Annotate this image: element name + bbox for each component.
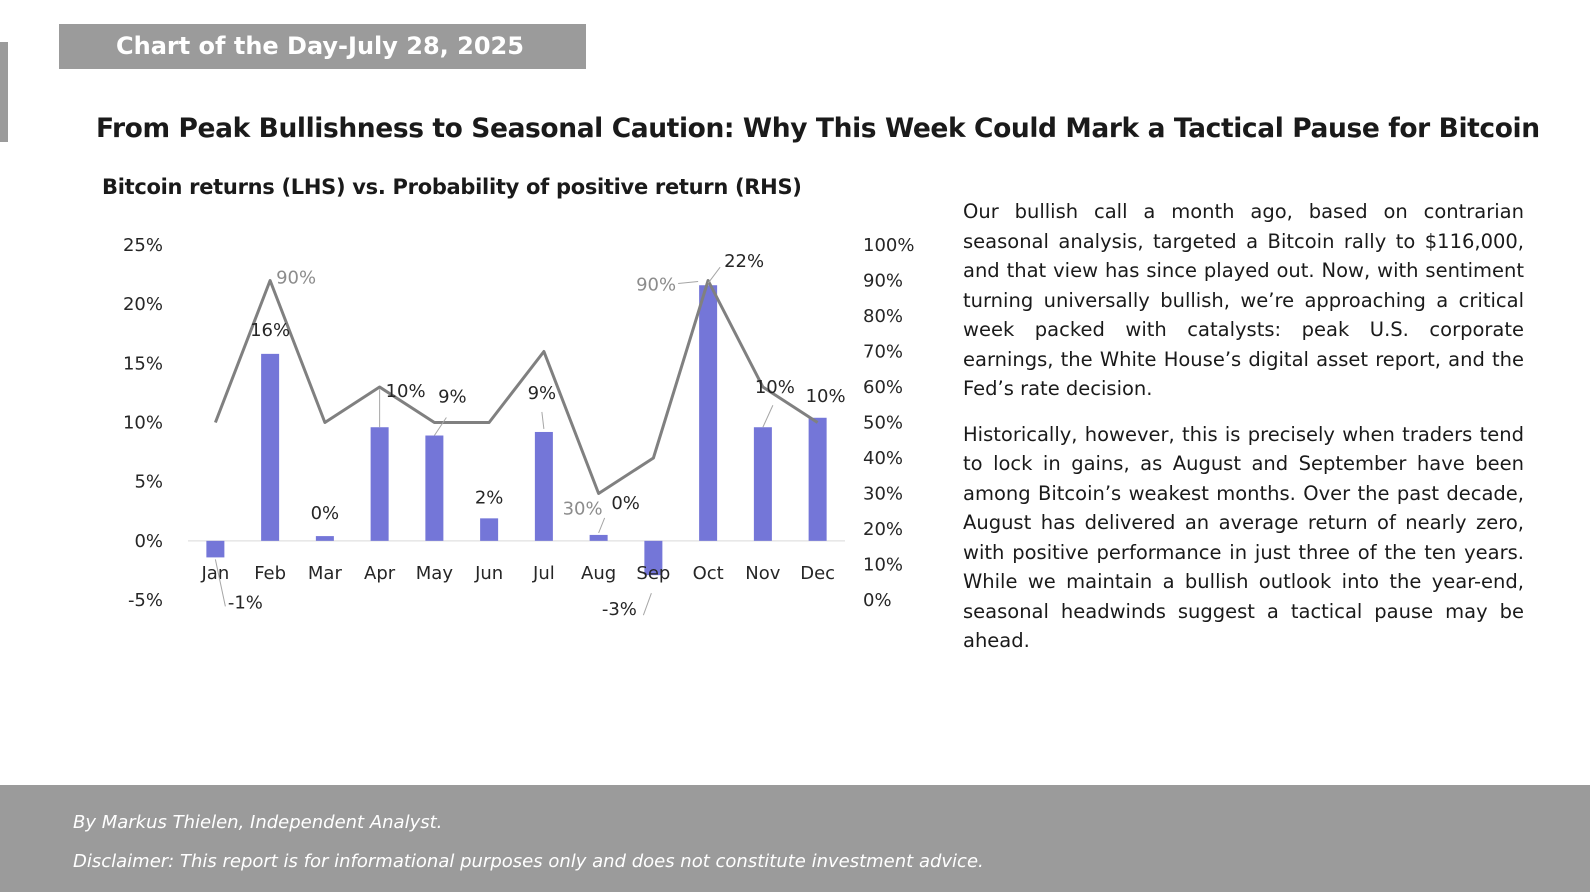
bar-data-label-jul: 9% [528,383,557,404]
x-axis-label-oct: Oct [693,563,724,584]
x-axis-label-apr: Apr [364,563,396,584]
right-axis-tick-label: 30% [863,484,903,505]
x-axis-label-aug: Aug [581,563,616,584]
left-axis-tick-label: 15% [123,353,163,374]
right-axis-tick-label: 60% [863,377,903,398]
bar-oct [699,285,718,541]
bar-data-label-aug: 0% [611,493,640,514]
right-axis-tick-label: 80% [863,306,903,327]
commentary-paragraph-1: Our bullish call a month ago, based on c… [963,200,1524,400]
x-axis-label-sep: Sep [636,563,670,584]
bar-data-label-nov: 10% [755,377,795,398]
right-axis-tick-label: 20% [863,519,903,540]
x-axis-label-jan: Jan [201,563,230,584]
x-axis-label-feb: Feb [254,563,286,584]
left-axis-tick-label: 5% [134,472,163,493]
left-axis-tick-label: 25% [123,235,163,256]
bar-jan [206,540,225,558]
bar-data-label-mar: 0% [311,503,340,524]
bar-data-label-sep: -3% [602,599,637,620]
bar-mar [315,536,334,541]
bar-data-label-jan: -1% [228,592,263,613]
bar-label-leader [433,417,447,436]
footer: By Markus Thielen, Independent Analyst. … [0,785,1590,892]
returns-probability-chart: -5% 0% 5% 10% 15% 20% 25% 0% 10% 20% 30% 40% 50% 60% 7… [123,235,914,620]
bar-nov [753,427,772,541]
x-axis-label-jul: Jul [532,563,555,584]
bar-aug [589,534,608,541]
author-credit: By Markus Thielen, Independent Analyst. [73,812,443,833]
chart-of-the-day-banner: Chart of the Day-July 28, 2025 [59,24,586,69]
x-axis-label-nov: Nov [745,563,780,584]
bar-label-leader [598,517,606,534]
left-axis-tick-label: -5% [128,590,163,611]
bar-may [425,435,444,541]
bar-data-label-jun: 2% [475,487,504,508]
chart-title: Bitcoin returns (LHS) vs. Probability of… [102,175,802,199]
probability-label-feb: 90% [276,268,316,289]
left-axis-tick-label: 20% [123,294,163,315]
bar-label-leader [707,266,721,284]
bar-dec [808,417,827,541]
bar-label-leader [762,405,774,428]
bar-label-leader [214,559,226,607]
left-axis-tick-label: 0% [134,531,163,552]
commentary: Our bullish call a month ago, based on c… [963,197,1524,672]
headline: From Peak Bullishness to Seasonal Cautio… [96,113,1540,144]
bar-apr [370,427,389,541]
right-axis-tick-label: 50% [863,413,903,434]
right-axis-tick-label: 70% [863,342,903,363]
x-axis-label-may: May [416,563,454,584]
bar-data-label-dec: 10% [806,386,846,407]
bar-feb [261,353,280,541]
bar-jul [534,431,553,541]
x-axis-label-dec: Dec [800,563,835,584]
bar-data-label-apr: 10% [386,381,426,402]
bar-data-label-may: 9% [438,387,467,408]
probability-label-oct: 90% [636,275,676,296]
bar-label-leader [541,411,545,430]
right-axis-tick-label: 100% [863,235,914,256]
bar-jun [480,518,499,541]
disclaimer: Disclaimer: This report is for informati… [73,851,984,872]
right-axis-tick-label: 40% [863,448,903,469]
bar-label-leader [642,592,652,616]
bar-data-label-oct: 22% [724,251,764,272]
commentary-paragraph-2: Historically, however, this is precisely… [963,422,1524,653]
probability-label-leader [678,281,699,284]
probability-line [214,279,819,495]
x-axis-label-jun: Jun [474,563,503,584]
bar-sep [644,540,663,576]
probability-label-aug: 30% [563,499,603,520]
left-axis-tick-label: 10% [123,413,163,434]
bar-data-label-feb: 16% [250,320,290,341]
left-accent-bar [0,42,8,142]
right-axis-tick-label: 10% [863,555,903,576]
x-axis-label-mar: Mar [308,563,343,584]
right-axis-tick-label: 90% [863,271,903,292]
right-axis-tick-label: 0% [863,590,892,611]
